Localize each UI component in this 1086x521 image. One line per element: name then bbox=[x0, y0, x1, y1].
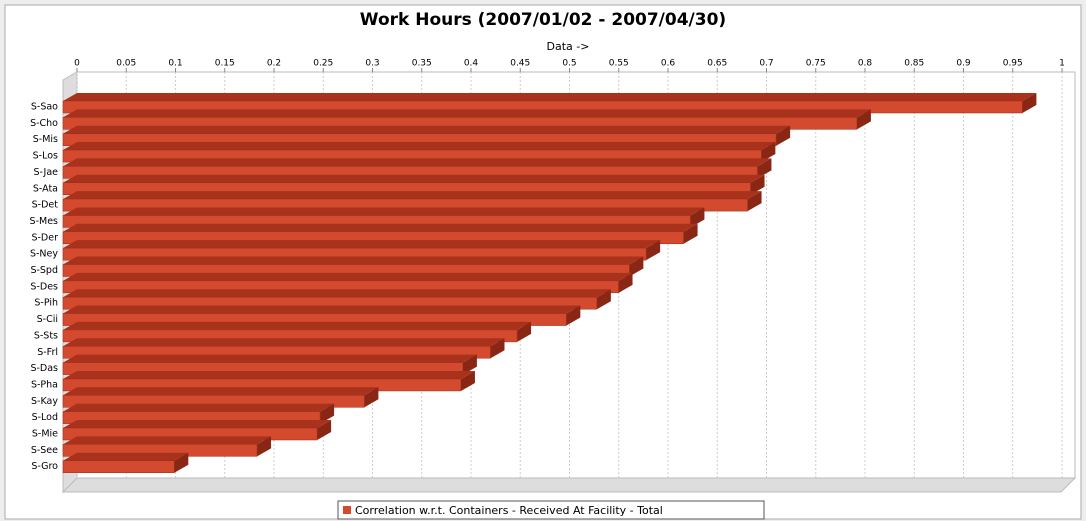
bar-top bbox=[63, 207, 705, 216]
bar-top bbox=[63, 387, 379, 396]
bar-side bbox=[1022, 93, 1037, 113]
bar-side bbox=[460, 370, 475, 391]
x-tick-label: 0.2 bbox=[267, 59, 281, 69]
x-axis-label: Data -> bbox=[547, 40, 590, 53]
y-tick-label: S-Ney bbox=[30, 249, 58, 260]
bar-side bbox=[856, 109, 871, 130]
bar-side bbox=[757, 158, 772, 179]
x-tick-label: 0.5 bbox=[562, 59, 576, 69]
bar-top bbox=[63, 256, 644, 265]
x-tick-label: 0.35 bbox=[412, 59, 432, 69]
bar-top bbox=[63, 174, 765, 183]
y-tick-label: S-Gro bbox=[31, 461, 58, 472]
x-tick-label: 0.8 bbox=[858, 59, 873, 69]
bar-top bbox=[63, 191, 762, 200]
bar-top bbox=[63, 321, 532, 330]
bar-side bbox=[750, 174, 765, 195]
x-tick-label: 0.75 bbox=[806, 59, 826, 69]
bar-side bbox=[174, 452, 189, 473]
y-tick-label: S-Sts bbox=[34, 330, 58, 341]
bar-top bbox=[63, 240, 661, 249]
x-tick-label: 0.7 bbox=[759, 59, 773, 69]
y-tick-label: S-Das bbox=[30, 363, 58, 374]
bar-side bbox=[320, 403, 335, 424]
bar-side bbox=[566, 305, 581, 326]
y-tick-label: S-Frl bbox=[37, 347, 58, 358]
x-tick-label: 0.65 bbox=[707, 59, 727, 69]
y-tick-label: S-Mes bbox=[30, 216, 58, 227]
x-tick-label: 0.55 bbox=[609, 59, 629, 69]
bar-top bbox=[63, 403, 335, 412]
floor bbox=[61, 477, 1077, 493]
bar-top bbox=[63, 452, 189, 461]
y-tick-label: S-Jae bbox=[34, 167, 59, 178]
bar-top bbox=[63, 272, 633, 281]
x-tick-label: 0.3 bbox=[365, 59, 379, 69]
bar-top bbox=[63, 436, 272, 445]
bar-top bbox=[63, 289, 611, 298]
y-tick-label: S-Der bbox=[31, 232, 58, 243]
bar-side bbox=[776, 125, 791, 146]
x-tick-label: 0.05 bbox=[116, 59, 136, 69]
bar-top bbox=[63, 420, 332, 428]
legend-label: Correlation w.r.t. Containers - Received… bbox=[355, 504, 663, 517]
y-tick-label: S-See bbox=[31, 445, 58, 456]
bar-side bbox=[683, 223, 698, 244]
bar-top bbox=[63, 125, 791, 134]
legend-box bbox=[337, 500, 765, 520]
bar-top bbox=[63, 109, 871, 118]
bar-top bbox=[63, 370, 475, 379]
bar-side bbox=[618, 272, 633, 293]
x-tick-label: 0.85 bbox=[904, 59, 924, 69]
y-tick-label: S-Mie bbox=[32, 429, 58, 440]
x-tick-label: 0.1 bbox=[168, 59, 182, 69]
bar-side bbox=[761, 142, 776, 163]
bar-side bbox=[690, 207, 705, 228]
bar-side bbox=[317, 420, 332, 440]
bar-side bbox=[490, 338, 505, 359]
y-tick-label: S-Kay bbox=[31, 396, 58, 407]
y-tick-label: S-Cii bbox=[37, 314, 58, 325]
x-tick-label: 0.4 bbox=[464, 59, 479, 69]
legend-swatch bbox=[343, 506, 351, 514]
bar-side bbox=[629, 256, 644, 277]
x-tick-label: 0.45 bbox=[510, 59, 530, 69]
y-tick-label: S-Des bbox=[30, 281, 58, 292]
x-tick-label: 0.6 bbox=[661, 59, 676, 69]
bar-side bbox=[596, 289, 611, 310]
x-tick-label: 1 bbox=[1059, 59, 1065, 69]
bar-top bbox=[63, 305, 581, 314]
y-tick-label: S-Pha bbox=[31, 379, 58, 390]
y-tick-label: S-Mis bbox=[33, 134, 58, 145]
bar-top bbox=[63, 338, 505, 347]
y-tick-label: S-Det bbox=[32, 200, 59, 211]
y-tick-label: S-Lod bbox=[32, 412, 58, 423]
bar-top bbox=[63, 93, 1037, 101]
bar-top bbox=[63, 223, 698, 232]
bar-side bbox=[517, 321, 532, 342]
y-tick-label: S-Cho bbox=[30, 118, 58, 129]
x-tick-label: 0.95 bbox=[1003, 59, 1023, 69]
bar-top bbox=[63, 158, 772, 167]
x-tick-label: 0.15 bbox=[215, 59, 235, 69]
y-tick-label: S-Pih bbox=[34, 298, 58, 309]
y-tick-label: S-Ata bbox=[33, 183, 58, 194]
chart-title: Work Hours (2007/01/02 - 2007/04/30) bbox=[360, 10, 726, 30]
bar-side bbox=[257, 436, 272, 457]
x-tick-label: 0.9 bbox=[956, 59, 971, 69]
bar-top bbox=[63, 142, 776, 151]
x-tick-label: 0.25 bbox=[313, 59, 333, 69]
x-tick-label: 0 bbox=[74, 59, 80, 69]
y-tick-label: S-Spd bbox=[30, 265, 58, 276]
y-tick-label: S-Los bbox=[33, 151, 58, 162]
bar-side bbox=[747, 191, 762, 212]
bar-side bbox=[364, 387, 379, 408]
bar bbox=[62, 460, 175, 473]
y-tick-label: S-Sao bbox=[31, 102, 58, 113]
bar-top bbox=[63, 354, 477, 363]
bar-side bbox=[646, 240, 661, 261]
bar-side bbox=[462, 354, 477, 375]
